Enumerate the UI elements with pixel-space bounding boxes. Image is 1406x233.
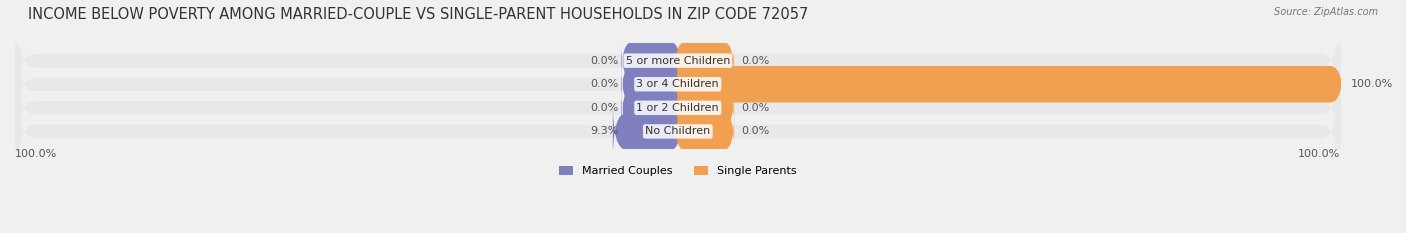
FancyBboxPatch shape (15, 20, 1341, 148)
Text: 0.0%: 0.0% (591, 103, 619, 113)
FancyBboxPatch shape (15, 44, 1341, 172)
FancyBboxPatch shape (15, 67, 1341, 195)
FancyBboxPatch shape (621, 66, 681, 103)
FancyBboxPatch shape (621, 113, 681, 150)
Text: Source: ZipAtlas.com: Source: ZipAtlas.com (1274, 7, 1378, 17)
Text: 5 or more Children: 5 or more Children (626, 56, 730, 66)
Legend: Married Couples, Single Parents: Married Couples, Single Parents (555, 162, 800, 181)
FancyBboxPatch shape (613, 103, 681, 160)
FancyBboxPatch shape (675, 113, 734, 150)
Text: INCOME BELOW POVERTY AMONG MARRIED-COUPLE VS SINGLE-PARENT HOUSEHOLDS IN ZIP COD: INCOME BELOW POVERTY AMONG MARRIED-COUPL… (28, 7, 808, 22)
Text: 0.0%: 0.0% (741, 127, 769, 136)
Text: 100.0%: 100.0% (1298, 149, 1340, 159)
Text: 1 or 2 Children: 1 or 2 Children (637, 103, 718, 113)
Text: No Children: No Children (645, 127, 710, 136)
Text: 0.0%: 0.0% (741, 103, 769, 113)
FancyBboxPatch shape (675, 55, 1344, 113)
Text: 0.0%: 0.0% (741, 56, 769, 66)
FancyBboxPatch shape (675, 42, 734, 79)
Text: 9.3%: 9.3% (589, 127, 619, 136)
FancyBboxPatch shape (621, 42, 681, 79)
Text: 3 or 4 Children: 3 or 4 Children (637, 79, 718, 89)
FancyBboxPatch shape (621, 89, 681, 126)
FancyBboxPatch shape (675, 66, 734, 103)
Text: 100.0%: 100.0% (15, 149, 58, 159)
Text: 0.0%: 0.0% (591, 79, 619, 89)
Text: 0.0%: 0.0% (591, 56, 619, 66)
FancyBboxPatch shape (15, 0, 1341, 125)
Text: 100.0%: 100.0% (1351, 79, 1393, 89)
FancyBboxPatch shape (675, 89, 734, 126)
